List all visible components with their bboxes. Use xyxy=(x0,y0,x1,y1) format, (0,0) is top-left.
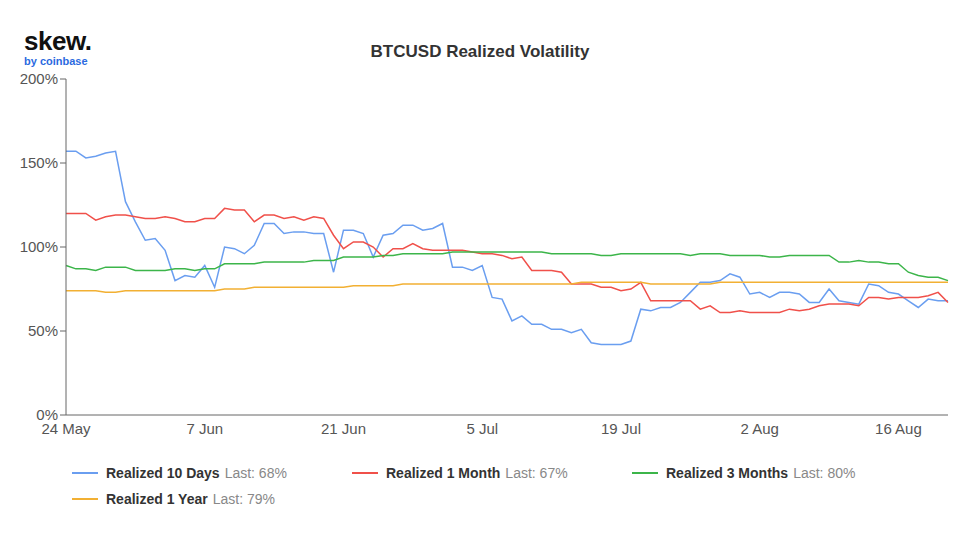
svg-text:16 Aug: 16 Aug xyxy=(875,420,922,437)
html-text:Realized 10 Days Last: 68%: Realized 10 Days Last: 68% xyxy=(106,465,287,481)
html-text:by coinbase: by coinbase xyxy=(24,55,88,67)
svg-text:50%: 50% xyxy=(28,322,58,339)
svg-text:19 Jul: 19 Jul xyxy=(601,420,641,437)
html-text:Realized 1 Month Last: 67%: Realized 1 Month Last: 67% xyxy=(386,465,568,481)
svg-text:24 May: 24 May xyxy=(41,419,91,437)
svg-text:100%: 100% xyxy=(20,238,58,255)
html-text:skew.: skew. xyxy=(24,26,92,56)
svg-text:21 Jun: 21 Jun xyxy=(321,420,366,437)
svg-text:2 Aug: 2 Aug xyxy=(741,420,779,437)
html-text:BTCUSD Realized Volatility: BTCUSD Realized Volatility xyxy=(370,42,590,61)
svg-text:150%: 150% xyxy=(20,154,58,171)
svg-text:5 Jul: 5 Jul xyxy=(466,420,498,437)
svg-text:7 Jun: 7 Jun xyxy=(186,420,223,437)
html-text:Realized 3 Months Last: 80%: Realized 3 Months Last: 80% xyxy=(666,465,856,481)
svg-text:0%: 0% xyxy=(36,406,58,423)
svg-text:200%: 200% xyxy=(20,70,58,87)
html-text:Realized 1 Year Last: 79%: Realized 1 Year Last: 79% xyxy=(106,491,275,507)
